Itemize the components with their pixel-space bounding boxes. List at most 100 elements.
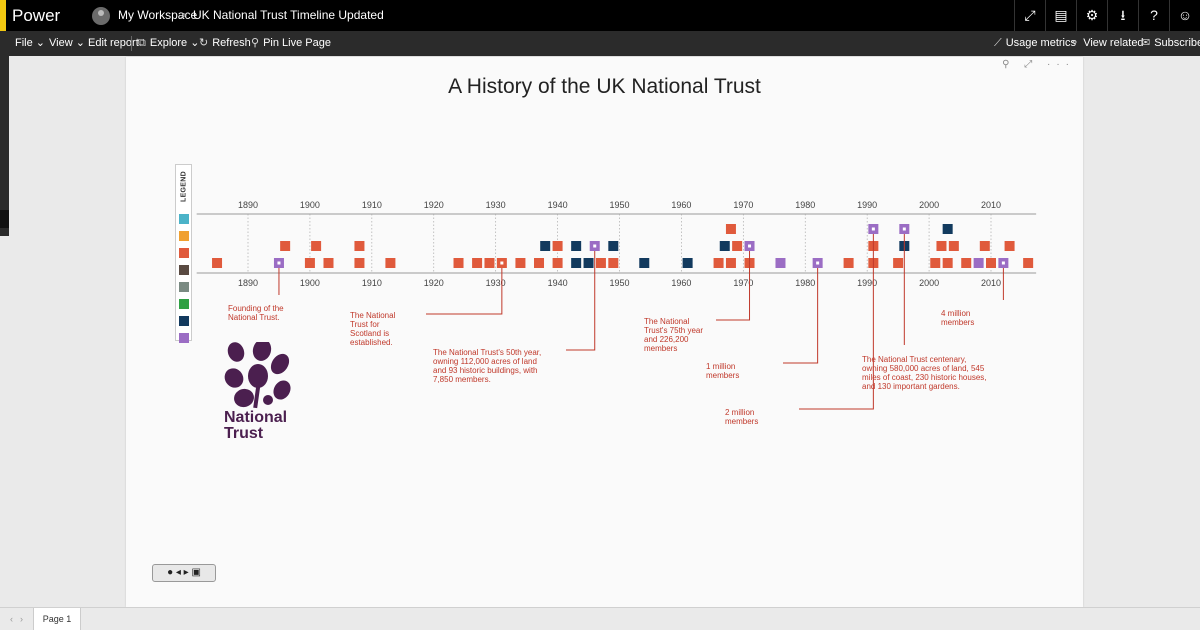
event-square[interactable]	[583, 258, 594, 268]
timeline-event-marker[interactable]	[552, 241, 563, 251]
event-square[interactable]	[1004, 241, 1015, 251]
page-tab-1[interactable]: Page 1	[33, 608, 81, 630]
legend[interactable]: LEGEND	[175, 164, 192, 343]
timeline-event-marker[interactable]	[354, 241, 365, 251]
page-next-button[interactable]: ›	[20, 614, 23, 624]
timeline-event-marker[interactable]	[973, 258, 984, 268]
event-square[interactable]	[311, 241, 322, 251]
timeline-event-marker[interactable]	[1023, 258, 1034, 268]
timeline-event-marker[interactable]	[682, 258, 693, 268]
timeline-chart[interactable]: 1890 1890 1900 1900 1910 1910 1920 1920 1930 1930…	[126, 57, 1083, 607]
event-square[interactable]	[571, 241, 582, 251]
settings-icon[interactable]: ⚙	[1076, 0, 1107, 31]
timeline-event-marker[interactable]	[484, 258, 495, 268]
event-square[interactable]	[552, 258, 563, 268]
event-square[interactable]	[775, 258, 786, 268]
event-square[interactable]	[608, 241, 619, 251]
event-square[interactable]	[930, 258, 941, 268]
event-square[interactable]	[323, 258, 334, 268]
event-square[interactable]	[534, 258, 545, 268]
event-square[interactable]	[973, 258, 984, 268]
timeline-event-marker[interactable]	[948, 241, 959, 251]
view-menu[interactable]: View ⌄	[49, 37, 85, 49]
timeline-event-marker[interactable]	[540, 241, 551, 251]
timeline-event-marker[interactable]	[280, 241, 291, 251]
timeline-event-marker[interactable]	[385, 258, 396, 268]
event-square[interactable]	[719, 241, 730, 251]
event-square[interactable]	[986, 258, 996, 268]
timeline-event-marker[interactable]	[812, 258, 823, 268]
timeline-event-marker[interactable]	[552, 258, 563, 268]
timeline-event-marker[interactable]	[961, 258, 972, 268]
timeline-event-marker[interactable]	[583, 258, 594, 268]
workspace-avatar-icon[interactable]	[92, 7, 110, 25]
event-square[interactable]	[540, 241, 551, 251]
legend-swatch[interactable]	[179, 299, 189, 309]
timeline-event-marker[interactable]	[608, 241, 619, 251]
comment-icon[interactable]: ▤	[1045, 0, 1076, 31]
event-square[interactable]	[893, 258, 904, 268]
event-square[interactable]	[354, 258, 365, 268]
event-square[interactable]	[304, 258, 315, 268]
timeline-event-marker[interactable]	[273, 258, 284, 268]
app-brand[interactable]: Power BI	[0, 0, 79, 56]
event-square[interactable]	[280, 241, 291, 251]
event-square[interactable]	[979, 241, 990, 251]
timeline-event-marker[interactable]	[986, 258, 996, 268]
view-related-button[interactable]: ⚬ View related	[1070, 37, 1144, 49]
event-square[interactable]	[732, 241, 743, 251]
timeline-event-marker[interactable]	[589, 241, 600, 251]
timeline-event-marker[interactable]	[868, 224, 879, 234]
timeline-event-marker[interactable]	[453, 258, 464, 268]
left-nav-toggle[interactable]	[0, 210, 9, 228]
event-square[interactable]	[484, 258, 495, 268]
event-square[interactable]	[942, 258, 953, 268]
event-square[interactable]	[354, 241, 365, 251]
timeline-event-marker[interactable]	[998, 258, 1009, 268]
event-square[interactable]	[682, 258, 693, 268]
event-square[interactable]	[843, 258, 854, 268]
event-square[interactable]	[948, 241, 959, 251]
event-square[interactable]	[725, 224, 736, 234]
feedback-icon[interactable]: ☺	[1169, 0, 1200, 31]
event-square[interactable]	[552, 241, 563, 251]
help-icon[interactable]: ?	[1138, 0, 1169, 31]
timeline-event-marker[interactable]	[354, 258, 365, 268]
legend-swatch[interactable]	[179, 333, 189, 343]
timeline-event-marker[interactable]	[1004, 241, 1015, 251]
event-square[interactable]	[639, 258, 650, 268]
legend-swatch[interactable]	[179, 231, 189, 241]
timeline-event-marker[interactable]	[942, 258, 953, 268]
pin-live-page-button[interactable]: ⚲ Pin Live Page	[251, 37, 331, 49]
timeline-event-marker[interactable]	[472, 258, 483, 268]
timeline-event-marker[interactable]	[608, 258, 619, 268]
timeline-event-marker[interactable]	[311, 241, 322, 251]
timeline-event-marker[interactable]	[534, 258, 545, 268]
event-square[interactable]	[713, 258, 724, 268]
event-square[interactable]	[385, 258, 396, 268]
legend-swatch[interactable]	[179, 282, 189, 292]
event-square[interactable]	[453, 258, 464, 268]
refresh-button[interactable]: ↻ Refresh	[199, 37, 251, 49]
timeline-event-marker[interactable]	[930, 258, 941, 268]
legend-swatch[interactable]	[179, 248, 189, 258]
timeline-event-marker[interactable]	[775, 258, 786, 268]
subscribe-button[interactable]: ✉ Subscribe	[1141, 37, 1200, 49]
file-menu[interactable]: File ⌄	[15, 37, 46, 49]
legend-swatch[interactable]	[179, 316, 189, 326]
timeline-event-marker[interactable]	[936, 241, 947, 251]
timeline-event-marker[interactable]	[639, 258, 650, 268]
timeline-event-marker[interactable]	[571, 258, 582, 268]
legend-swatch[interactable]	[179, 265, 189, 275]
timeline-event-marker[interactable]	[979, 241, 990, 251]
timeline-event-marker[interactable]	[893, 258, 904, 268]
edit-report-button[interactable]: Edit report	[88, 37, 139, 49]
page-prev-button[interactable]: ‹	[10, 614, 13, 624]
legend-swatch[interactable]	[179, 214, 189, 224]
timeline-event-marker[interactable]	[304, 258, 315, 268]
timeline-event-marker[interactable]	[571, 241, 582, 251]
timeline-event-marker[interactable]	[899, 224, 910, 234]
timeline-event-marker[interactable]	[725, 258, 736, 268]
timeline-event-marker[interactable]	[713, 258, 724, 268]
event-square[interactable]	[725, 258, 736, 268]
